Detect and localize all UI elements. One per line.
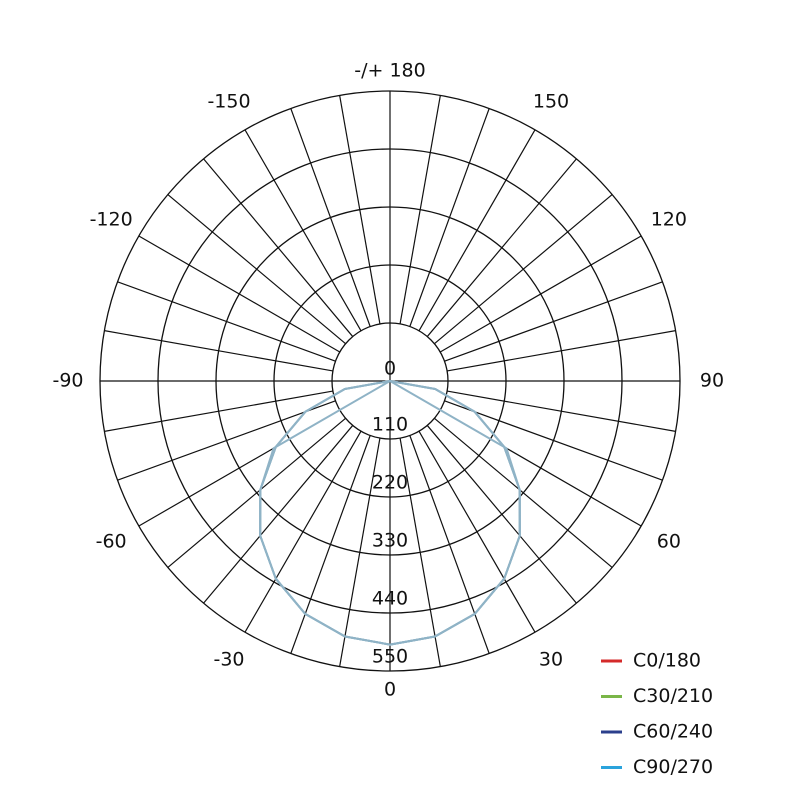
grid-spoke — [203, 425, 354, 604]
grid-spoke — [434, 417, 613, 568]
grid-spoke — [167, 194, 346, 345]
grid-spoke — [138, 235, 341, 353]
grid-spoke — [117, 400, 336, 481]
grid-spoke — [117, 281, 336, 362]
angle-tick-label: 90 — [700, 370, 724, 392]
grid-spoke — [104, 330, 333, 372]
angle-tick-label: -150 — [207, 91, 250, 113]
grid-spoke — [434, 194, 613, 345]
grid-spoke — [104, 390, 333, 432]
radial-tick-label: 330 — [372, 530, 408, 552]
angle-tick-label: 60 — [657, 531, 681, 553]
legend-label: C30/210 — [633, 685, 713, 707]
grid-spoke — [244, 430, 362, 633]
grid-spoke — [447, 390, 676, 432]
legend-label: C0/180 — [633, 650, 701, 672]
grid-spoke — [290, 435, 371, 654]
grid-spoke — [447, 330, 676, 372]
grid-spoke — [418, 129, 536, 332]
grid-spoke — [426, 158, 577, 337]
angle-tick-label: -30 — [213, 648, 244, 670]
angle-tick-label: -120 — [90, 209, 133, 231]
grid-spoke — [244, 129, 362, 332]
grid-spoke — [444, 281, 663, 362]
radial-tick-label: 440 — [372, 588, 408, 610]
angle-tick-label: 30 — [539, 648, 563, 670]
curve-c90-270 — [259, 380, 521, 646]
grid-spoke — [203, 158, 354, 337]
radial-tick-label: 550 — [372, 646, 408, 668]
legend-label: C60/240 — [633, 721, 713, 743]
angle-tick-label: 0 — [384, 679, 396, 701]
grid-spoke — [399, 95, 441, 324]
angle-tick-label: -60 — [96, 531, 127, 553]
grid-spoke — [409, 435, 490, 654]
angle-tick-label: 120 — [651, 209, 687, 231]
grid-spoke — [339, 95, 381, 324]
angle-tick-label: 150 — [533, 91, 569, 113]
radial-tick-label: 110 — [372, 414, 408, 436]
grid-spoke — [409, 108, 490, 327]
grid-spoke — [439, 235, 642, 353]
angle-tick-label: -/+ 180 — [354, 60, 425, 82]
grid-spoke — [418, 430, 536, 633]
grid-spoke — [167, 417, 346, 568]
legend-label: C90/270 — [633, 756, 713, 778]
grid-spoke — [426, 425, 577, 604]
grid-spoke — [339, 438, 381, 667]
grid-spoke — [444, 400, 663, 481]
angle-tick-label: -90 — [52, 370, 83, 392]
radial-tick-label: 0 — [384, 358, 396, 380]
grid-spoke — [290, 108, 371, 327]
grid-spoke — [399, 438, 441, 667]
radial-tick-label: 220 — [372, 472, 408, 494]
